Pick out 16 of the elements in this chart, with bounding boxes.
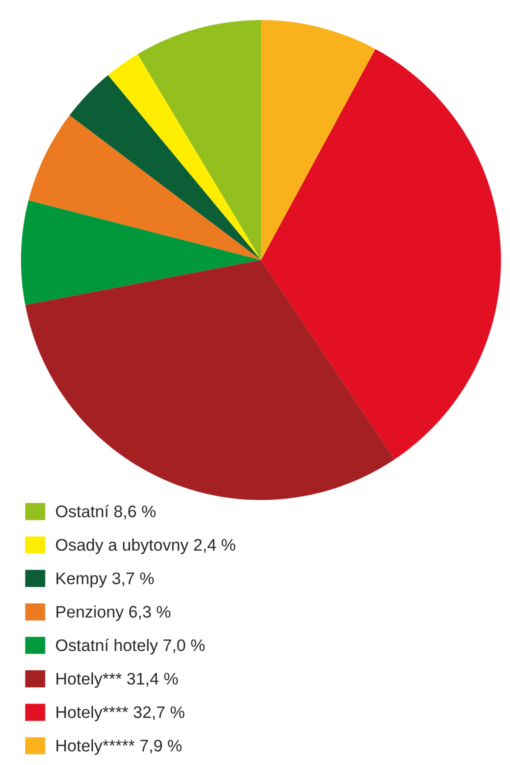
pie-slice — [21, 200, 261, 305]
pie-slice — [108, 54, 261, 260]
legend-label: Ostatní hotely 7,0 % — [56, 638, 205, 654]
legend-label: Penziony 6,3 % — [56, 605, 170, 621]
pie-slice — [28, 115, 261, 260]
legend-label: Osady a ubytovny 2,4 % — [56, 538, 236, 554]
pie-slice — [70, 75, 261, 260]
legend-label: Ostatní 8,6 % — [56, 504, 156, 520]
legend-label: Hotely*** 31,4 % — [56, 672, 178, 688]
pie-slice — [261, 48, 501, 460]
legend-label: Hotely**** 32,7 % — [56, 706, 184, 722]
legend-label: Hotely***** 7,9 % — [56, 739, 182, 755]
pie-slice — [138, 20, 261, 260]
pie-slice — [261, 20, 376, 260]
pie-slice — [25, 260, 395, 500]
legend-label: Kempy 3,7 % — [56, 572, 154, 588]
